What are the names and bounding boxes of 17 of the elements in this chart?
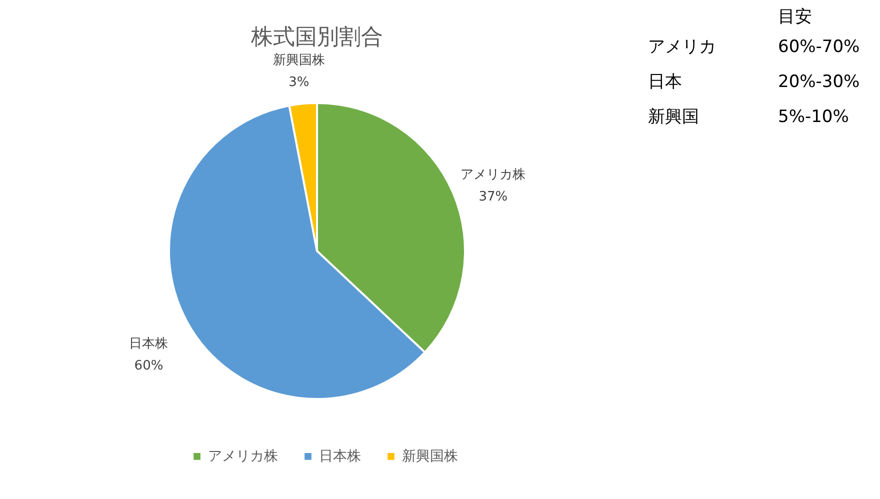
text: 目安 <box>778 7 812 27</box>
text: 日本 <box>648 72 682 92</box>
legend-label: アメリカ株 <box>208 448 278 464</box>
slice-label: アメリカ株 <box>460 168 526 183</box>
text: 60%-70% <box>778 37 860 57</box>
data-label: 37% <box>478 190 508 205</box>
legend-label: 新興国株 <box>402 448 458 464</box>
slice-label: 日本株 <box>129 336 168 352</box>
text: 新興国 <box>648 107 699 127</box>
text: 5%-10% <box>778 107 849 127</box>
slice-label: 新興国株 <box>272 52 325 68</box>
text: アメリカ <box>648 37 716 57</box>
data-label: 60% <box>134 358 164 374</box>
text: 20%-30% <box>778 72 860 92</box>
data-label: 3% <box>288 74 310 90</box>
chart-title: 株式国別割合 <box>250 25 383 50</box>
legend-label: 日本株 <box>319 448 361 464</box>
